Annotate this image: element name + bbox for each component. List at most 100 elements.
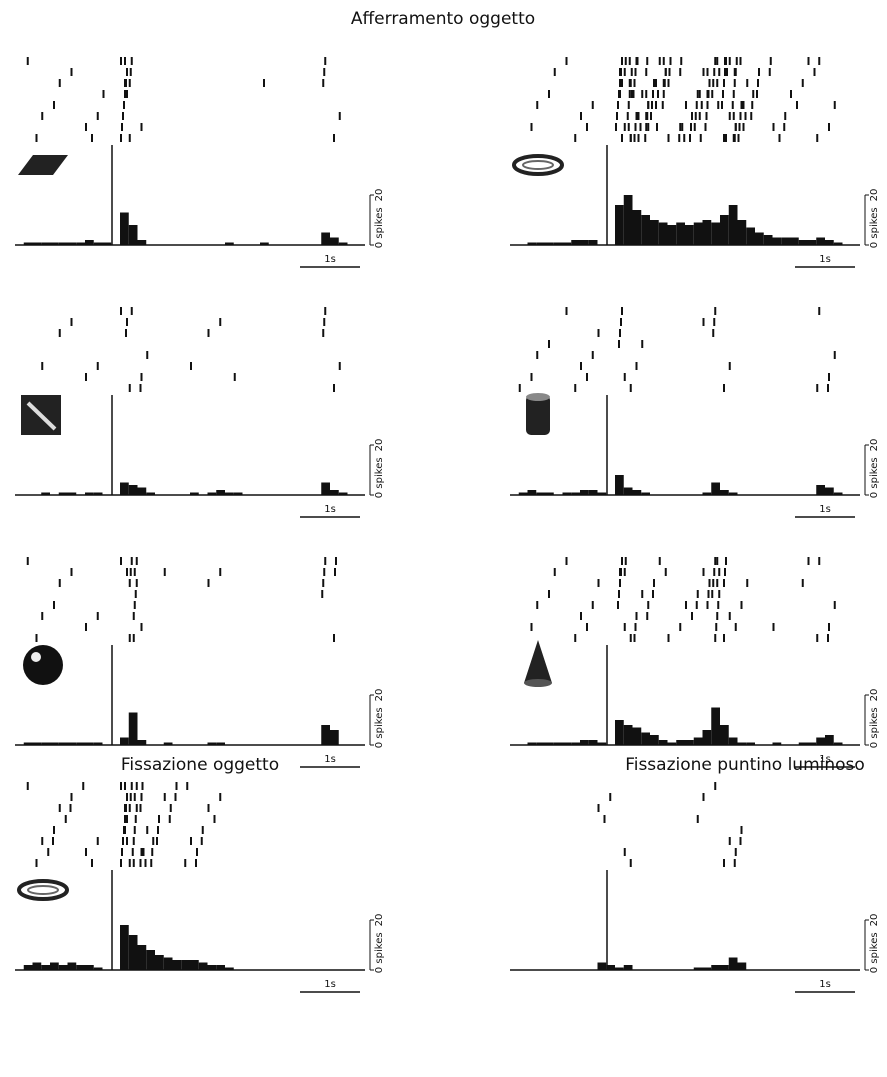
y-tick-label: 20 xyxy=(869,439,880,452)
raster-tick xyxy=(219,318,221,326)
histogram-bar xyxy=(729,738,738,746)
raster-tick xyxy=(619,568,621,576)
raster-tick xyxy=(566,57,568,65)
raster-tick xyxy=(670,57,672,65)
raster-tick xyxy=(129,384,131,392)
raster-tick xyxy=(707,601,709,609)
raster-tick xyxy=(134,826,136,834)
histogram-bar xyxy=(164,958,173,971)
raster-tick xyxy=(71,568,73,576)
histogram-bar xyxy=(711,223,720,246)
raster-tick xyxy=(655,101,657,109)
raster-tick xyxy=(134,568,136,576)
raster-tick xyxy=(333,134,335,142)
histogram-bar xyxy=(650,220,659,245)
raster-tick xyxy=(322,579,324,587)
raster-tick xyxy=(219,793,221,801)
raster-tick xyxy=(85,848,87,856)
raster-tick xyxy=(716,612,718,620)
raster-tick xyxy=(323,318,325,326)
raster-tick xyxy=(124,815,126,823)
raster-tick xyxy=(784,112,786,120)
histogram-bar xyxy=(738,220,747,245)
raster-tick xyxy=(36,134,38,142)
raster-tick xyxy=(641,590,643,598)
raster-tick xyxy=(669,68,671,76)
raster-tick xyxy=(136,579,138,587)
raster-tick xyxy=(580,612,582,620)
raster-tick xyxy=(548,340,550,348)
raster-tick xyxy=(618,340,620,348)
histogram-bar xyxy=(624,195,633,245)
raster-tick xyxy=(156,837,158,845)
raster-tick xyxy=(651,101,653,109)
raster-tick xyxy=(827,384,829,392)
raster-tick xyxy=(124,782,126,790)
raster-tick xyxy=(136,804,138,812)
raster-tick xyxy=(122,112,124,120)
raster-tick xyxy=(41,837,43,845)
raster-tick xyxy=(574,384,576,392)
raster-tick xyxy=(652,590,654,598)
histogram-bar xyxy=(624,488,633,496)
raster-tick xyxy=(716,79,718,87)
raster-tick xyxy=(621,557,623,565)
y-axis-label: spikes xyxy=(374,932,385,963)
raster-tick xyxy=(574,134,576,142)
y-tick-label: 20 xyxy=(374,914,385,927)
raster-tick xyxy=(718,68,720,76)
raster-tick xyxy=(70,804,72,812)
raster-tick xyxy=(554,68,556,76)
raster-tick xyxy=(663,57,665,65)
raster-tick xyxy=(59,79,61,87)
raster-tick xyxy=(536,351,538,359)
raster-tick xyxy=(333,384,335,392)
raster-tick xyxy=(689,134,691,142)
histogram-bar xyxy=(120,483,129,496)
histogram-bar xyxy=(199,963,208,971)
raster-tick xyxy=(133,837,135,845)
raster-tick xyxy=(724,568,726,576)
raster-tick xyxy=(808,557,810,565)
raster-tick xyxy=(729,57,731,65)
object-icon xyxy=(23,645,63,685)
object-icon xyxy=(19,881,67,899)
raster-tick xyxy=(120,307,122,315)
raster-tick xyxy=(645,90,647,98)
raster-tick xyxy=(701,101,703,109)
raster-tick xyxy=(136,557,138,565)
raster-tick xyxy=(208,804,210,812)
y-tick-label: 20 xyxy=(374,189,385,202)
raster-tick xyxy=(36,859,38,867)
raster-tick xyxy=(150,859,152,867)
raster-tick xyxy=(618,590,620,598)
raster-tick xyxy=(681,123,683,131)
raster-tick xyxy=(624,373,626,381)
histogram-bar xyxy=(694,223,703,246)
raster-tick xyxy=(41,362,43,370)
raster-tick xyxy=(707,101,709,109)
raster-tick xyxy=(624,848,626,856)
time-scale-label: 1s xyxy=(819,754,831,765)
y-tick-label: 20 xyxy=(869,914,880,927)
raster-tick xyxy=(665,568,667,576)
raster-tick xyxy=(723,634,725,642)
raster-tick xyxy=(146,826,148,834)
y-tick-label: 0 xyxy=(869,242,880,248)
histogram-bar xyxy=(146,950,155,970)
raster-tick xyxy=(598,329,600,337)
raster-tick xyxy=(630,634,632,642)
y-axis-label: spikes xyxy=(869,707,880,738)
histogram-bar xyxy=(68,963,77,971)
raster-tick xyxy=(140,804,142,812)
histogram-bar xyxy=(129,935,138,970)
raster-tick xyxy=(716,57,718,65)
raster-tick xyxy=(129,859,131,867)
object-icon xyxy=(31,652,41,662)
histogram-bar xyxy=(685,225,694,245)
raster-tick xyxy=(133,859,135,867)
raster-tick xyxy=(679,623,681,631)
raster-tick xyxy=(646,612,648,620)
histogram-bar xyxy=(816,738,825,746)
raster-tick xyxy=(609,793,611,801)
